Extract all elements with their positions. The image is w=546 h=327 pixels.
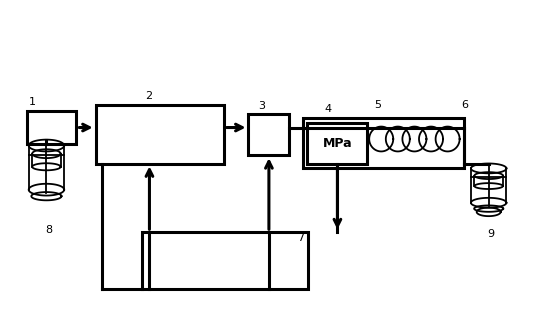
Text: 4: 4	[324, 104, 331, 114]
Bar	[142, 232, 308, 289]
Text: 3: 3	[258, 101, 265, 111]
Bar	[96, 105, 224, 164]
Text: 8: 8	[45, 225, 52, 235]
Bar	[303, 118, 464, 168]
Text: 7: 7	[298, 232, 305, 243]
Text: 1: 1	[28, 97, 35, 107]
Text: 6: 6	[461, 100, 468, 110]
Text: 5: 5	[374, 100, 381, 110]
Text: 2: 2	[145, 91, 152, 101]
Text: 9: 9	[487, 229, 494, 239]
Bar	[248, 114, 289, 155]
Bar	[307, 123, 367, 164]
Bar	[27, 111, 76, 144]
Text: MPa: MPa	[323, 137, 352, 150]
